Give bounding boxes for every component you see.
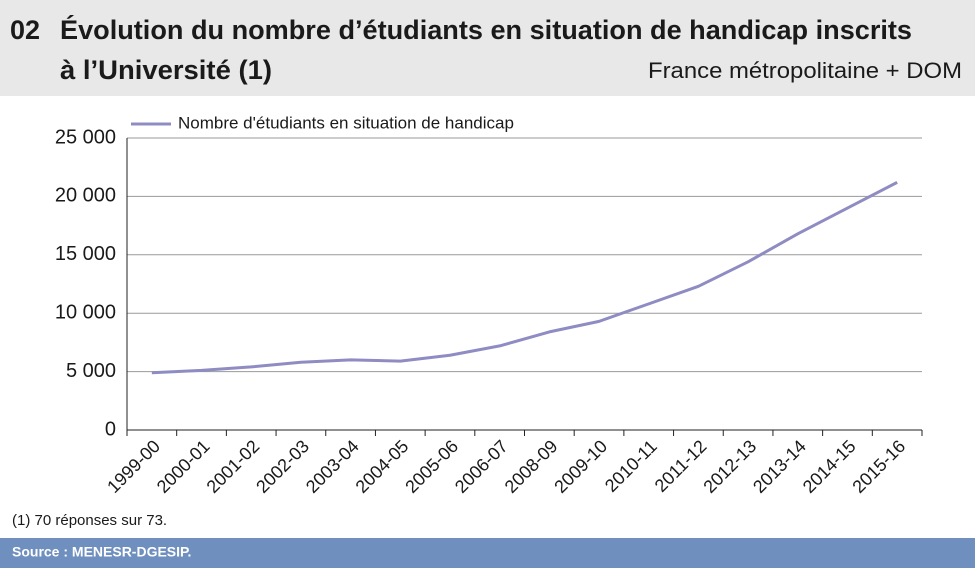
x-tick-label: 2004-05 [352,436,413,497]
x-tick-label: 2014-15 [799,436,860,497]
y-tick-label: 5 000 [66,360,116,382]
source-bar [0,538,975,568]
x-tick-label: 2010-11 [601,436,661,496]
x-tick-label: 2009-10 [550,436,611,497]
x-tick-label: 2012-13 [699,436,760,497]
x-tick-label: 2013-14 [749,436,810,497]
x-tick-label: 2003-04 [302,436,363,497]
x-tick-label: 2006-07 [451,436,512,497]
x-tick-label: 2001-02 [203,436,264,497]
figure-number: 02 [10,15,40,45]
y-tick-label: 25 000 [55,126,116,148]
footnote: (1) 70 réponses sur 73. [12,512,167,529]
chart-title: à l’Université (1) [60,55,272,85]
x-tick-label: 2011-12 [651,436,711,496]
chart-title: Évolution du nombre d’étudiants en situa… [60,14,912,45]
chart-subtitle: France métropolitaine + DOM [648,58,962,83]
x-tick-label: 2005-06 [401,436,462,497]
y-tick-label: 20 000 [55,185,116,207]
x-tick-label: 2002-03 [252,436,313,497]
y-tick-label: 0 [105,418,116,440]
x-tick-label: 2015-16 [848,436,909,497]
series-line [151,181,898,375]
header-background [0,0,975,96]
legend-label: Nombre d'étudiants en situation de handi… [178,113,514,132]
x-tick-label: 1999-00 [103,436,164,497]
x-tick-label: 2008-09 [501,436,562,497]
source: Source : MENESR-DGESIP. [12,544,191,560]
y-tick-label: 15 000 [55,243,116,265]
y-tick-label: 10 000 [55,301,116,323]
x-tick-label: 2000-01 [153,436,214,497]
